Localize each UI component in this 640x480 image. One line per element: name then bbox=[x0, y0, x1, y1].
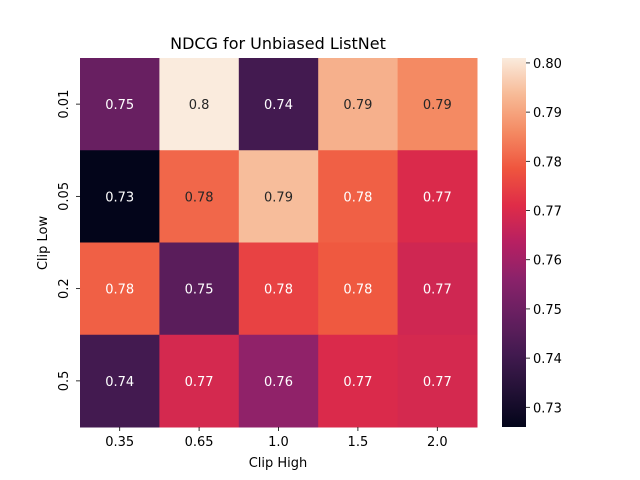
heatmap-cell bbox=[238, 334, 319, 428]
heatmap-cell bbox=[318, 334, 399, 428]
heatmap-cell bbox=[159, 58, 240, 151]
heatmap-cell bbox=[159, 150, 240, 243]
x-tick-label: 1.5 bbox=[348, 435, 369, 450]
y-tick-label: 0.5 bbox=[57, 371, 72, 392]
heatmap-cells: 0.75 0.8 0.74 0.79 0.79 0.73 0.78 0.79 0.78 0.77 0… bbox=[80, 58, 478, 428]
cell-value-label: 0.77 bbox=[423, 375, 452, 390]
colorbar: 0.73 0.74 0.75 0.76 0.77 0.78 0.79 0.80 bbox=[502, 57, 562, 427]
colorbar-tick-label: 0.74 bbox=[533, 352, 562, 367]
cell-value-label: 0.74 bbox=[264, 98, 293, 113]
colorbar-gradient bbox=[502, 58, 526, 427]
heatmap-cell bbox=[159, 334, 240, 428]
heatmap-cell bbox=[159, 242, 240, 336]
x-tick-label: 2.0 bbox=[427, 435, 448, 450]
heatmap-cell bbox=[80, 334, 160, 428]
cell-value-label: 0.75 bbox=[105, 98, 134, 113]
cell-value-label: 0.78 bbox=[185, 190, 214, 205]
heatmap-cell bbox=[397, 150, 478, 243]
x-tick-label: 0.65 bbox=[185, 435, 214, 450]
heatmap-cell bbox=[397, 58, 478, 151]
cell-value-label: 0.74 bbox=[105, 375, 134, 390]
cell-value-label: 0.76 bbox=[264, 375, 293, 390]
cell-value-label: 0.79 bbox=[264, 190, 293, 205]
cell-value-label: 0.77 bbox=[423, 190, 452, 205]
y-tick-label: 0.2 bbox=[57, 278, 72, 299]
heatmap-cell bbox=[318, 242, 399, 336]
cell-value-label: 0.8 bbox=[189, 98, 210, 113]
x-tick-label: 0.35 bbox=[105, 435, 134, 450]
cell-value-label: 0.78 bbox=[105, 283, 134, 298]
heatmap-cell bbox=[318, 58, 399, 151]
cell-value-label: 0.78 bbox=[264, 283, 293, 298]
cell-value-label: 0.79 bbox=[423, 98, 452, 113]
y-axis-label: Clip Low bbox=[36, 215, 51, 270]
cell-value-label: 0.77 bbox=[423, 283, 452, 298]
chart-title: NDCG for Unbiased ListNet bbox=[170, 34, 386, 53]
cell-value-label: 0.73 bbox=[105, 190, 134, 205]
colorbar-tick-label: 0.79 bbox=[533, 106, 562, 121]
heatmap-cell bbox=[238, 58, 319, 151]
heatmap-cell bbox=[397, 242, 478, 336]
colorbar-tick-label: 0.76 bbox=[533, 254, 562, 269]
cell-value-label: 0.78 bbox=[343, 190, 372, 205]
heatmap-cell bbox=[397, 334, 478, 428]
colorbar-tick-label: 0.73 bbox=[533, 401, 562, 416]
colorbar-tick-label: 0.77 bbox=[533, 205, 562, 220]
x-axis-label: Clip High bbox=[249, 456, 308, 471]
heatmap-cell bbox=[318, 150, 399, 243]
y-tick-label: 0.05 bbox=[57, 182, 72, 211]
colorbar-tick-label: 0.75 bbox=[533, 303, 562, 318]
cell-value-label: 0.77 bbox=[343, 375, 372, 390]
heatmap-cell bbox=[238, 242, 319, 336]
colorbar-tick-label: 0.80 bbox=[533, 57, 562, 72]
x-axis: 0.35 0.65 1.0 1.5 2.0 bbox=[105, 427, 448, 450]
y-tick-label: 0.01 bbox=[57, 90, 72, 119]
cell-value-label: 0.77 bbox=[185, 375, 214, 390]
heatmap-cell bbox=[238, 150, 319, 243]
x-tick-label: 1.0 bbox=[268, 435, 289, 450]
heatmap-cell bbox=[80, 58, 160, 151]
y-axis: 0.01 0.05 0.2 0.5 bbox=[57, 90, 80, 392]
cell-value-label: 0.79 bbox=[343, 98, 372, 113]
cell-value-label: 0.78 bbox=[343, 283, 372, 298]
colorbar-tick-label: 0.78 bbox=[533, 155, 562, 170]
cell-value-label: 0.75 bbox=[185, 283, 214, 298]
heatmap-cell bbox=[80, 150, 160, 243]
heatmap-cell bbox=[80, 242, 160, 336]
